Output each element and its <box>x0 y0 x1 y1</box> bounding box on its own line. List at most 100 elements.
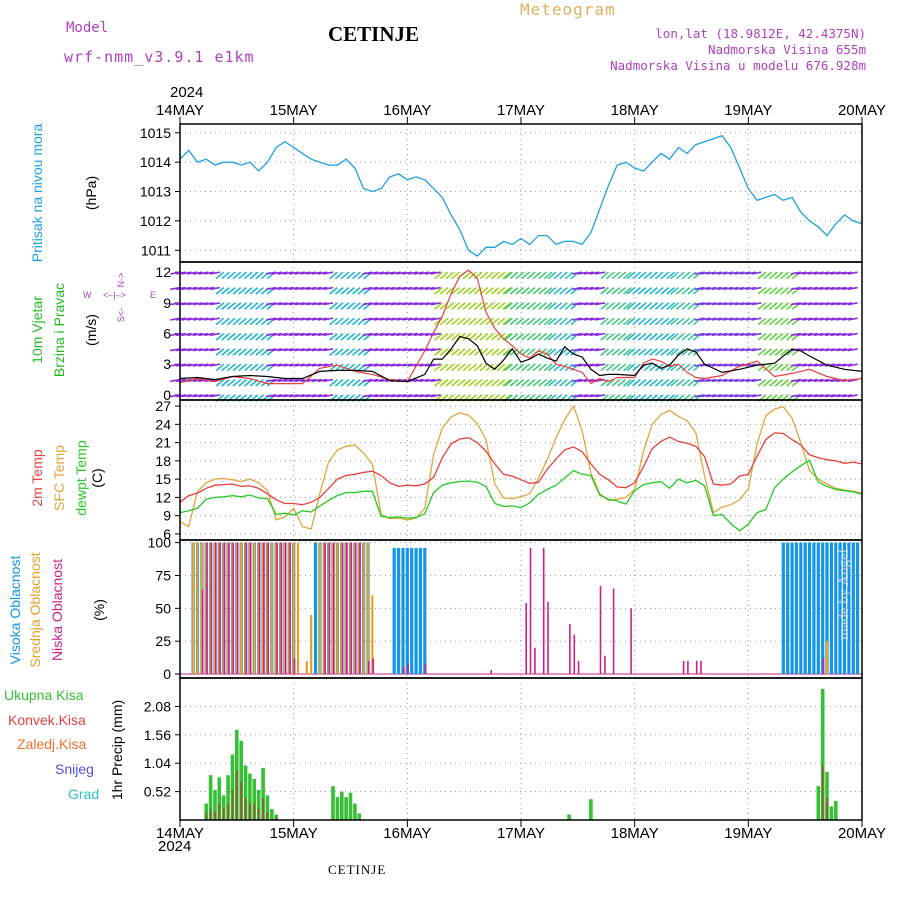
wind-arrow <box>532 286 542 295</box>
wind-arrow <box>768 378 778 387</box>
wind-arrow <box>654 302 664 310</box>
wind-arrow <box>300 363 311 367</box>
wind-arrow <box>317 332 328 337</box>
wind-arrow <box>780 286 790 295</box>
wind-arrow <box>841 317 853 321</box>
wind-arrow <box>711 348 722 352</box>
wind-arrow <box>294 317 305 321</box>
wind-arrow <box>351 348 361 356</box>
wind-arrow <box>526 348 536 356</box>
wind-arrow <box>559 348 568 356</box>
wind-arrow <box>600 363 609 372</box>
wind-arrow <box>323 317 334 321</box>
pressure-ylabel: Pritisak na nivou mora <box>29 124 45 263</box>
wind-arrow <box>611 363 621 372</box>
wind-arrow <box>559 317 568 326</box>
wind-arrow <box>424 394 436 398</box>
wind-arrow <box>294 378 305 383</box>
wind-arrow <box>559 363 568 372</box>
wind-arrow <box>170 286 181 291</box>
lonlat-label: lon,lat (18.9812E, 42.4375N) <box>655 26 866 41</box>
wind-arrow <box>362 302 373 306</box>
wind-arrow <box>198 302 209 306</box>
wind-arrow <box>485 302 495 310</box>
wind-arrow <box>780 271 790 280</box>
wind-arrow <box>617 302 627 310</box>
wind-arrow <box>796 363 807 367</box>
wind-arrow <box>490 332 500 341</box>
wind-arrow <box>232 332 242 341</box>
wind-arrow <box>670 317 679 326</box>
dewpt-ylabel: dewpt Temp <box>73 440 89 515</box>
wind-arrow <box>802 317 813 321</box>
wind-arrow <box>583 332 594 337</box>
wind-arrow <box>763 302 773 310</box>
wind-arrow <box>294 348 305 352</box>
wind-arrow <box>637 378 647 387</box>
wind-arrow <box>694 286 705 291</box>
wind-arrow <box>504 286 513 295</box>
wind-arrow <box>774 302 784 310</box>
wind-arrow <box>670 332 679 341</box>
wind-arrow <box>323 363 334 367</box>
cloud-unit: (%) <box>91 599 107 621</box>
cloud-bar-low <box>700 660 702 674</box>
wind-arrow <box>757 378 767 387</box>
wind-arrow <box>323 271 334 275</box>
wind-arrow <box>266 286 277 291</box>
wind-arrow <box>583 286 594 291</box>
wind-arrow <box>311 302 322 306</box>
wind-arrow <box>170 271 181 275</box>
wind-arrow <box>728 394 739 398</box>
wind-arrow <box>617 317 627 326</box>
wind-arrow <box>717 286 728 291</box>
wind-arrow <box>413 332 424 337</box>
wind-arrow <box>502 378 512 387</box>
wind-arrow <box>521 378 530 387</box>
wind-arrow <box>807 317 818 321</box>
wind-arrow <box>249 317 259 326</box>
wind-arrow <box>424 317 436 321</box>
wind-arrow <box>266 317 277 321</box>
wind-arrow <box>311 317 322 321</box>
wind-arrow <box>204 317 215 321</box>
wind-arrow <box>351 302 361 310</box>
wind-arrow <box>515 271 525 280</box>
wind-arrow <box>430 317 441 321</box>
wind-arrow <box>526 271 536 280</box>
wind-arrow <box>215 302 225 310</box>
cloud-bar-low <box>232 542 235 674</box>
wind-arrow <box>577 332 589 337</box>
cloud-bar-low <box>682 660 685 674</box>
cloud-bar-low <box>573 634 576 674</box>
wind-arrow <box>187 286 198 291</box>
wind-arrow <box>600 348 609 356</box>
wind-arrow <box>396 302 407 306</box>
cloud-bar-high <box>799 542 803 674</box>
wind-arrow <box>807 363 818 367</box>
wind-arrow <box>774 317 784 326</box>
wind-arrow <box>740 378 751 383</box>
wind-arrow <box>346 348 355 356</box>
wind-arrow <box>589 348 600 352</box>
x-tick-label-bottom: 16MAY <box>383 825 431 842</box>
cloud-bar-low <box>249 542 252 674</box>
wind-arrow <box>496 332 506 341</box>
wind-arrow <box>515 286 525 295</box>
wind-arrow <box>468 302 477 310</box>
wind-arrow <box>439 271 449 280</box>
wind-arrow <box>238 348 248 356</box>
wind-arrow <box>626 348 636 356</box>
x-tick-label-top: 14MAY <box>156 102 204 119</box>
wind-arrow <box>768 363 778 372</box>
precip-legend-5: Grad <box>68 786 99 802</box>
wind-arrow <box>243 286 253 295</box>
wind-arrow <box>473 317 483 326</box>
x-tick-label-top: 15MAY <box>270 102 318 119</box>
wind-arrow <box>660 332 670 341</box>
wind-arrow <box>373 302 384 306</box>
wind-arrow <box>723 332 734 337</box>
wind-arrow <box>830 394 841 398</box>
wind-arrow <box>402 332 413 337</box>
y-tick-label: 1014 <box>140 154 171 170</box>
